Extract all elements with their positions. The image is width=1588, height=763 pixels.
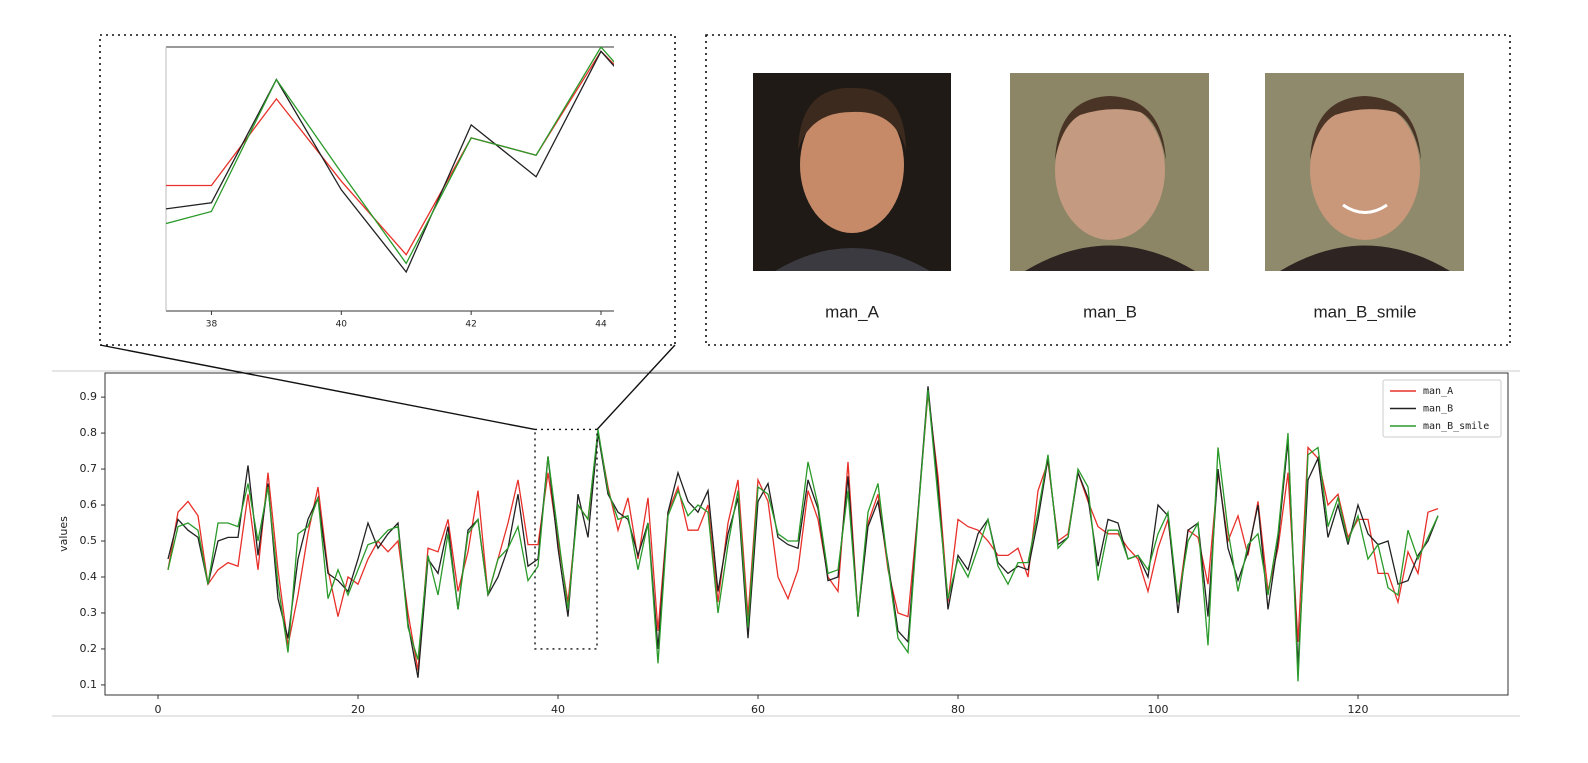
series-line — [167, 393, 1439, 671]
y-axis-label: values — [57, 516, 70, 552]
legend-label: man_B — [1423, 404, 1453, 415]
series-line — [167, 386, 1439, 678]
y-tick-label: 0.2 — [80, 642, 98, 655]
zoom-box — [534, 428, 598, 650]
y-tick-label: 0.5 — [80, 534, 98, 547]
legend-label: man_A — [1423, 386, 1453, 397]
y-tick-label: 0.9 — [80, 390, 98, 403]
image-label: man_B — [1083, 302, 1137, 321]
image-label: man_B_smile — [1314, 302, 1417, 321]
y-tick-label: 0.7 — [80, 462, 98, 475]
x-tick-label: 100 — [1148, 703, 1169, 716]
zoom-connector — [99, 344, 536, 431]
x-tick-label: 20 — [351, 703, 365, 716]
y-tick-label: 0.6 — [80, 498, 98, 511]
x-tick-label: 80 — [951, 703, 965, 716]
zoom-connector — [596, 344, 676, 430]
y-tick-label: 0.4 — [80, 570, 98, 583]
zoom-frame — [99, 34, 676, 346]
y-tick-label: 0.8 — [80, 426, 98, 439]
inset-x-tick-label: 38 — [206, 320, 218, 330]
inset-x-tick-label: 40 — [336, 320, 348, 330]
legend-box — [1382, 379, 1502, 438]
x-tick-label: 40 — [551, 703, 565, 716]
image-frame — [705, 34, 1511, 346]
series-line — [167, 389, 1439, 682]
y-tick-label: 0.3 — [80, 606, 98, 619]
face-man-b — [1010, 73, 1209, 271]
x-tick-label: 0 — [155, 703, 162, 716]
y-tick-label: 0.1 — [80, 678, 98, 691]
image-label: man_A — [825, 302, 880, 321]
x-tick-label: 60 — [751, 703, 765, 716]
inset-x-tick-label: 42 — [465, 320, 476, 330]
face-man-b-smile — [1265, 73, 1464, 271]
plot-frame — [104, 372, 1509, 696]
legend-label: man_B_smile — [1423, 421, 1489, 432]
x-tick-label: 120 — [1348, 703, 1369, 716]
face-man-a — [753, 73, 951, 271]
inset-x-tick-label: 44 — [595, 320, 607, 330]
